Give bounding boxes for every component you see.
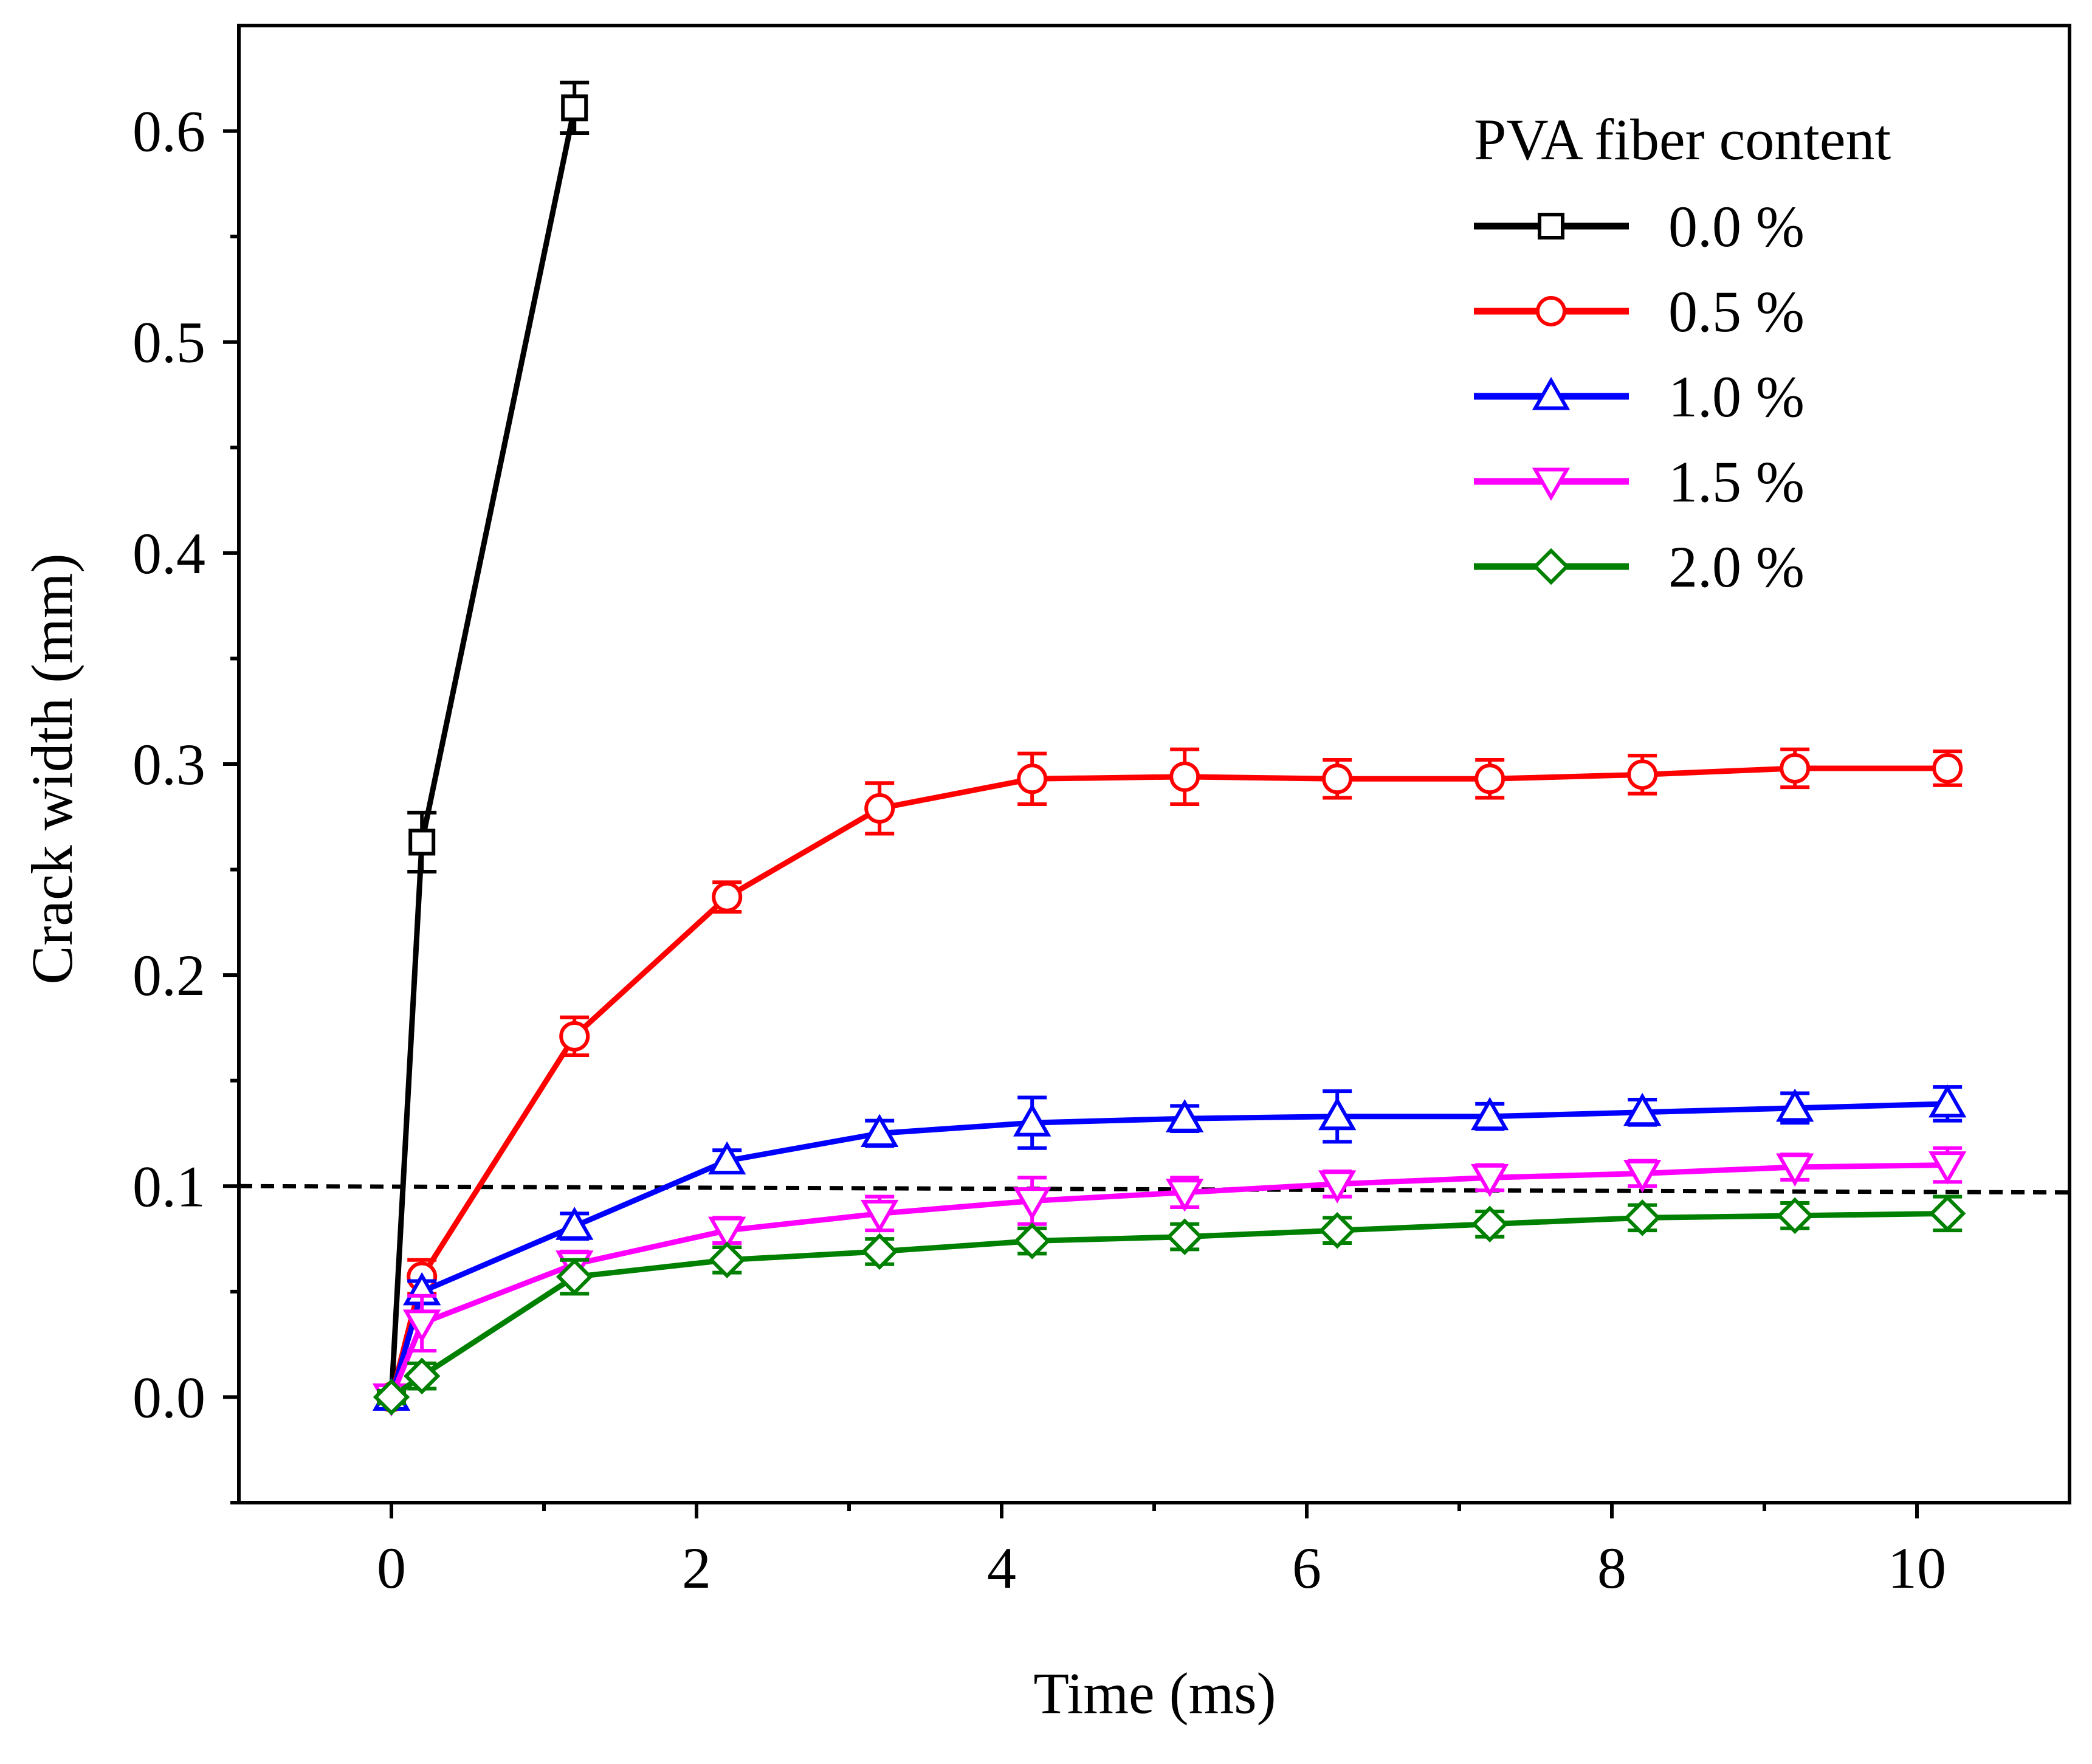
series-line [388,1101,1948,1398]
series-line [388,765,1948,1398]
data-point [1471,1163,1509,1197]
y-tick-label: 0.5 [132,310,205,375]
data-point [1169,761,1200,792]
legend-label: 0.0 % [1668,194,1805,259]
data-point [1623,1199,1661,1236]
series-2 [372,1084,1967,1411]
data-point [1013,1103,1051,1137]
y-tick-label: 0.6 [132,99,205,164]
data-point [561,94,588,122]
legend-marker [1538,213,1564,239]
data-point [861,1114,899,1147]
data-point [1471,1205,1509,1243]
data-point [1166,1218,1203,1255]
x-tick-label: 10 [1888,1535,1946,1600]
legend-title: PVA fiber content [1474,107,1891,172]
data-point [1017,763,1048,794]
x-tick-label: 4 [987,1535,1016,1600]
data-point [559,1021,590,1052]
legend-item: 0.0 % [1474,194,1805,259]
legend-label: 1.0 % [1668,364,1805,429]
data-point [1776,1088,1814,1122]
y-tick-label: 0.4 [132,521,205,586]
data-point [1166,1179,1204,1212]
y-tick-label: 0.3 [132,732,205,797]
legend-marker [1532,376,1571,410]
legend-marker [1532,548,1570,585]
data-point [708,1241,746,1279]
data-point [556,1207,594,1240]
y-axis-title: Crack width (mm) [19,553,84,984]
x-tick-label: 2 [682,1535,711,1600]
data-point [1929,1195,1966,1232]
data-point [1627,759,1658,790]
data-point [708,1216,746,1250]
data-point [861,1199,899,1233]
y-tick-label: 0.2 [132,943,205,1008]
data-point [1929,1084,1967,1118]
data-point [1780,753,1811,784]
data-point [1932,753,1963,784]
x-tick-label: 0 [377,1535,406,1600]
x-tick-label: 8 [1597,1535,1626,1600]
series-line [388,1162,1948,1399]
x-axis-title: Time (ms) [1033,1661,1276,1726]
data-point [1013,1187,1051,1221]
data-point [403,1309,441,1343]
series-4 [373,1194,1966,1416]
data-point [1318,1211,1356,1249]
data-point [1318,1170,1357,1204]
data-point [556,1258,593,1295]
y-tick-label: 0.1 [132,1154,205,1219]
data-point [1471,1097,1509,1131]
data-point [373,1379,410,1416]
legend-item: 1.0 % [1474,364,1805,429]
data-point [864,793,895,824]
data-point [403,1357,441,1394]
x-tick-label: 6 [1292,1535,1321,1600]
data-point [1322,763,1353,794]
series-line [390,1210,1948,1400]
data-point [1623,1092,1662,1126]
data-point [861,1233,898,1270]
legend-marker [1536,296,1566,326]
data-point [708,1141,746,1175]
legend-label: 1.5 % [1668,449,1805,514]
legend-label: 2.0 % [1668,534,1805,599]
data-point [1013,1222,1051,1259]
data-point [1776,1153,1814,1187]
legend-item: 0.5 % [1474,279,1805,344]
legend: PVA fiber content 0.0 % 0.5 % 1.0 % 1.5 % 2.… [1474,107,1891,599]
data-point [1776,1197,1814,1235]
data-point [1166,1099,1204,1132]
data-point [1318,1097,1357,1131]
data-point [1623,1159,1662,1193]
data-point [1929,1151,1967,1185]
data-point [1474,763,1505,794]
legend-item: 2.0 % [1474,534,1805,599]
legend-item: 1.5 % [1474,449,1805,514]
legend-marker [1532,467,1571,501]
legend-label: 0.5 % [1668,279,1805,344]
series-3 [372,1146,1967,1417]
data-point [712,881,743,912]
data-point [408,829,436,856]
y-tick-label: 0.0 [132,1365,205,1430]
